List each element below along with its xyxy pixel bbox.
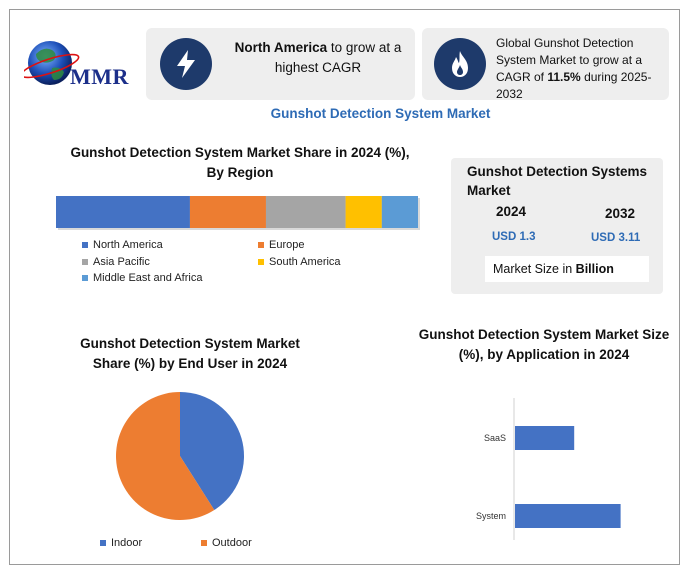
legend-swatch [100, 540, 106, 546]
market-size-title: Gunshot Detection Systems Market [467, 164, 648, 198]
market-size-year-2032: 2032 [605, 206, 636, 221]
legend-swatch [258, 259, 264, 265]
legend-swatch [201, 540, 207, 546]
legend-label: Middle East and Africa [93, 272, 203, 284]
legend-item-asia-pacific: Asia Pacific [82, 256, 150, 268]
legend-label: Outdoor [212, 537, 252, 549]
highlight-text-region: North America to grow at a highest CAGR [234, 40, 402, 75]
legend-label: South America [269, 256, 341, 268]
market-size-value-2032: USD 3.11 [591, 232, 641, 244]
legend-item-europe: Europe [258, 239, 304, 251]
end-user-chart-title: Gunshot Detection System Market Share (%… [80, 336, 300, 371]
legend-swatch [82, 259, 88, 265]
highlight-card-region: North America to grow at a highest CAGR [146, 28, 415, 100]
mmr-globe-logo [24, 41, 80, 85]
pie-slice-outdoor [115, 392, 215, 520]
region-bar-segment-north-america [56, 196, 190, 228]
legend-item-outdoor: Outdoor [201, 537, 252, 549]
lightning-bolt-icon [160, 38, 212, 90]
pie-slice-indoor [180, 392, 244, 511]
region-bar-segment-asia-pacific [265, 196, 346, 228]
market-size-year-2024: 2024 [496, 204, 527, 219]
region-bar-segment-europe [189, 196, 266, 228]
region-chart-title: Gunshot Detection System Market Share in… [70, 145, 410, 180]
highlight-text-cagr: Global Gunshot Detection System Market t… [496, 36, 652, 100]
application-bar-system [515, 504, 621, 528]
application-bar-saas [515, 426, 575, 450]
legend-label: Asia Pacific [93, 256, 150, 268]
legend-item-indoor: Indoor [100, 537, 142, 549]
highlight-card-cagr: Global Gunshot Detection System Market t… [422, 28, 669, 100]
legend-item-middle-east-and-africa: Middle East and Africa [82, 272, 202, 284]
legend-item-north-america: North America [82, 239, 163, 251]
region-stacked-bar-chart [56, 196, 420, 230]
legend-swatch [82, 275, 88, 281]
legend-label: Europe [269, 239, 305, 251]
application-tick-label-saas: SaaS [484, 433, 506, 443]
legend-item-south-america: South America [258, 256, 341, 268]
application-chart-title: Gunshot Detection System Market Size (%)… [418, 327, 670, 362]
brand-logo-text: MMR [70, 64, 129, 89]
end-user-pie-chart [115, 392, 244, 520]
legend-label: North America [93, 239, 163, 251]
legend-swatch [82, 242, 88, 248]
application-tick-label-system: System [476, 511, 506, 521]
market-size-value-2024: USD 1.3 [492, 231, 536, 243]
legend-swatch [258, 242, 264, 248]
market-size-unit: Market Size in Billion [485, 256, 649, 282]
market-size-panel: Gunshot Detection Systems Market 2024 20… [451, 158, 663, 294]
region-bar-segment-middle-east-and-africa [381, 196, 418, 228]
legend-label: Indoor [111, 537, 143, 549]
flame-icon [434, 38, 486, 90]
application-bar-chart: SaaS System [476, 398, 621, 540]
region-bar-segment-south-america [345, 196, 382, 228]
page-title: Gunshot Detection System Market [270, 106, 491, 121]
